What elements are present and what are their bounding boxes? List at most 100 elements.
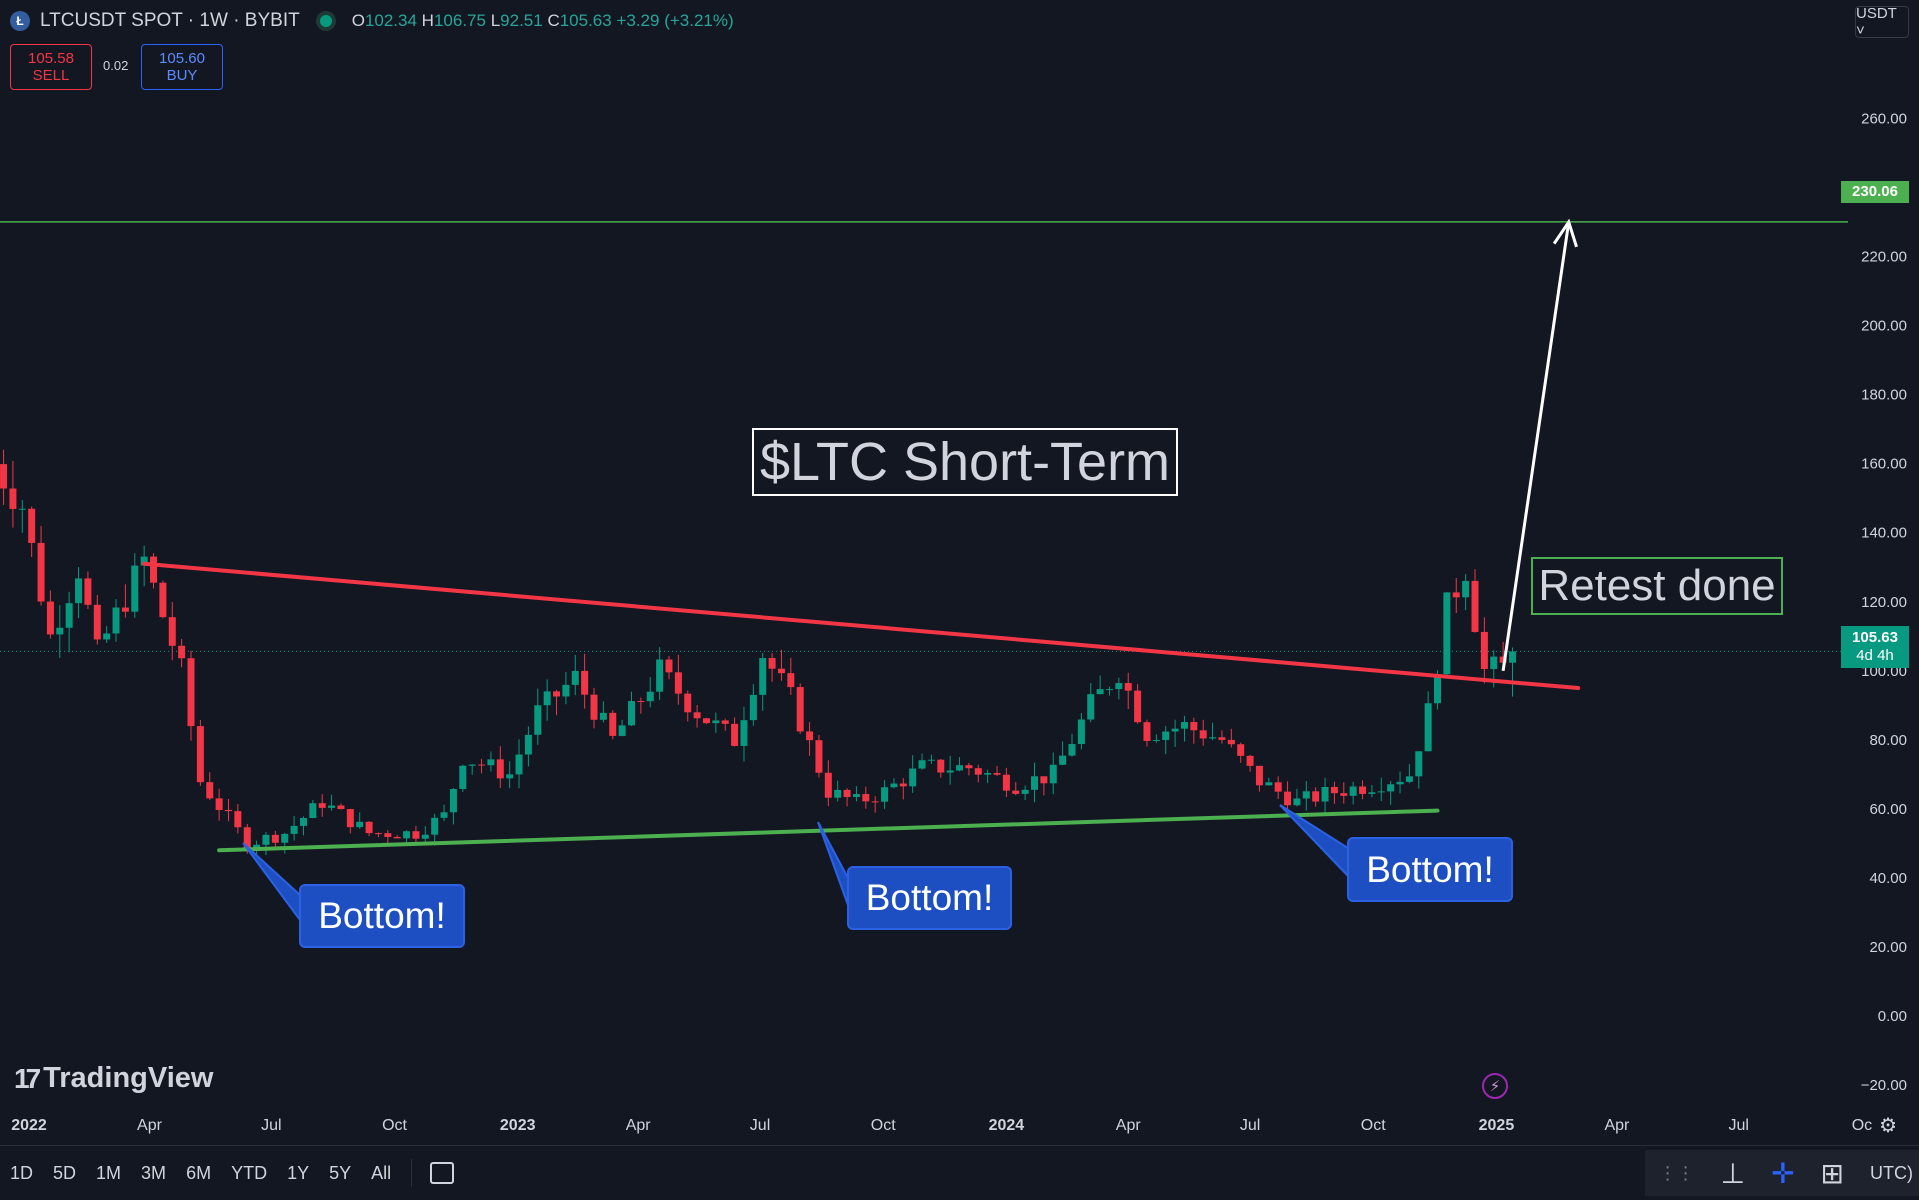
bottom-callout-2[interactable]: Bottom! <box>847 866 1012 930</box>
candle-body <box>187 658 195 727</box>
bottom-callout-1[interactable]: Bottom! <box>299 884 465 948</box>
candle-body <box>1377 791 1385 793</box>
candle-body <box>684 693 692 713</box>
resistance-trendline <box>142 561 1581 691</box>
candle-body <box>328 805 336 808</box>
candle-body <box>1302 791 1310 799</box>
candles-layer <box>0 449 1516 858</box>
candle-body <box>1031 776 1039 790</box>
candle-body <box>393 836 401 839</box>
candle-body <box>740 720 748 746</box>
candle-body <box>524 734 532 755</box>
range-3m[interactable]: 3M <box>141 1162 167 1183</box>
candle-body <box>121 607 129 612</box>
range-5d[interactable]: 5D <box>53 1162 77 1183</box>
candle-body <box>150 556 158 583</box>
candle-body <box>37 542 45 602</box>
y-tick-label: 0.00 <box>1878 1008 1907 1025</box>
lightning-icon[interactable]: ⚡ <box>1482 1073 1508 1099</box>
candle-body <box>478 764 486 766</box>
candle-body <box>815 740 823 773</box>
zoom-icon[interactable]: ⊞ <box>1820 1157 1844 1189</box>
candle-body <box>777 668 785 674</box>
tradingview-logo[interactable]: 17 TradingView <box>14 1062 213 1095</box>
candle-body <box>1049 764 1057 784</box>
range-1y[interactable]: 1Y <box>287 1162 310 1183</box>
chart-title-annotation[interactable]: $LTC Short-Term <box>752 428 1178 496</box>
measure-icon[interactable]: ⊥ <box>1720 1157 1746 1189</box>
x-tick-label: Jul <box>1240 1117 1260 1134</box>
candle-body <box>1349 786 1357 796</box>
candle-body <box>28 508 36 543</box>
candle-body <box>168 617 176 646</box>
symbol-label[interactable]: LTCUSDT SPOT · 1W · BYBIT <box>40 10 300 31</box>
drag-handle-icon[interactable]: ⋮⋮ <box>1658 1162 1695 1183</box>
tradingview-logo-text: TradingView <box>43 1062 214 1094</box>
drawing-tools-panel: ⋮⋮ ⊥ ✛ ⊞ UTC) <box>1644 1150 1919 1196</box>
candle-body <box>796 687 804 732</box>
x-tick-label: Oct <box>871 1117 896 1134</box>
candle-body <box>337 805 345 810</box>
crosshair-icon[interactable]: ✛ <box>1771 1157 1795 1189</box>
candle-body <box>834 789 842 798</box>
candle-body <box>1246 755 1254 766</box>
bottom-callout-3[interactable]: Bottom! <box>1347 837 1513 902</box>
candle-body <box>665 659 673 673</box>
market-status-icon[interactable] <box>319 15 332 27</box>
candle-body <box>909 768 917 787</box>
sell-button[interactable]: 105.58 SELL <box>10 44 92 90</box>
candle-body <box>243 827 251 850</box>
x-tick-label: 2025 <box>1479 1117 1515 1134</box>
candle-body <box>956 765 964 771</box>
candle-body <box>1471 580 1479 632</box>
candle-body <box>299 817 307 826</box>
buy-label: BUY <box>166 67 198 84</box>
buy-button[interactable]: 105.60 BUY <box>141 44 223 90</box>
candle-body <box>628 701 635 726</box>
candle-body <box>440 812 448 818</box>
candle-body <box>159 582 167 618</box>
range-all[interactable]: All <box>371 1162 392 1183</box>
callout-pointer <box>817 821 849 906</box>
candle-body <box>702 718 710 724</box>
candle-body <box>1021 789 1029 794</box>
candle-body <box>1330 786 1338 794</box>
range-1d[interactable]: 1D <box>10 1162 34 1183</box>
candle-body <box>1199 730 1207 739</box>
range-5y[interactable]: 5Y <box>329 1162 352 1183</box>
candle-body <box>543 691 551 706</box>
sell-label: SELL <box>32 67 70 84</box>
candle-body <box>0 464 8 489</box>
currency-dropdown[interactable]: USDT ˅ <box>1855 5 1909 39</box>
candle-body <box>131 565 139 612</box>
retest-annotation[interactable]: Retest done <box>1531 557 1783 615</box>
candle-body <box>346 809 354 828</box>
candle-body <box>599 712 607 720</box>
range-6m[interactable]: 6M <box>186 1162 212 1183</box>
x-tick-label: Jul <box>750 1117 770 1134</box>
candle-body <box>309 803 317 818</box>
timezone-label[interactable]: UTC) <box>1870 1162 1913 1183</box>
range-1m[interactable]: 1M <box>96 1162 122 1183</box>
candle-body <box>1462 580 1470 598</box>
sell-price: 105.58 <box>28 50 74 67</box>
candle-body <box>693 712 701 719</box>
candle-body <box>1452 592 1460 598</box>
range-ytd[interactable]: YTD <box>231 1162 268 1183</box>
candle-body <box>506 774 514 779</box>
calendar-icon[interactable] <box>430 1162 455 1184</box>
axis-layer: 260.00240.00220.00200.00180.00160.00140.… <box>11 111 1907 1134</box>
gear-icon[interactable]: ⚙ <box>1879 1115 1897 1137</box>
last-price-value: 105.63 <box>1852 629 1898 646</box>
candle-body <box>1405 776 1413 782</box>
candle-body <box>1227 739 1235 745</box>
projection-arrow-head <box>1552 218 1578 248</box>
candle-body <box>1312 791 1320 802</box>
candle-body <box>993 773 1001 775</box>
y-tick-label: 140.00 <box>1861 525 1907 542</box>
candle-body <box>1424 703 1432 752</box>
candle-body <box>1096 689 1104 695</box>
candle-body <box>1171 728 1179 732</box>
candle-body <box>1115 683 1123 690</box>
